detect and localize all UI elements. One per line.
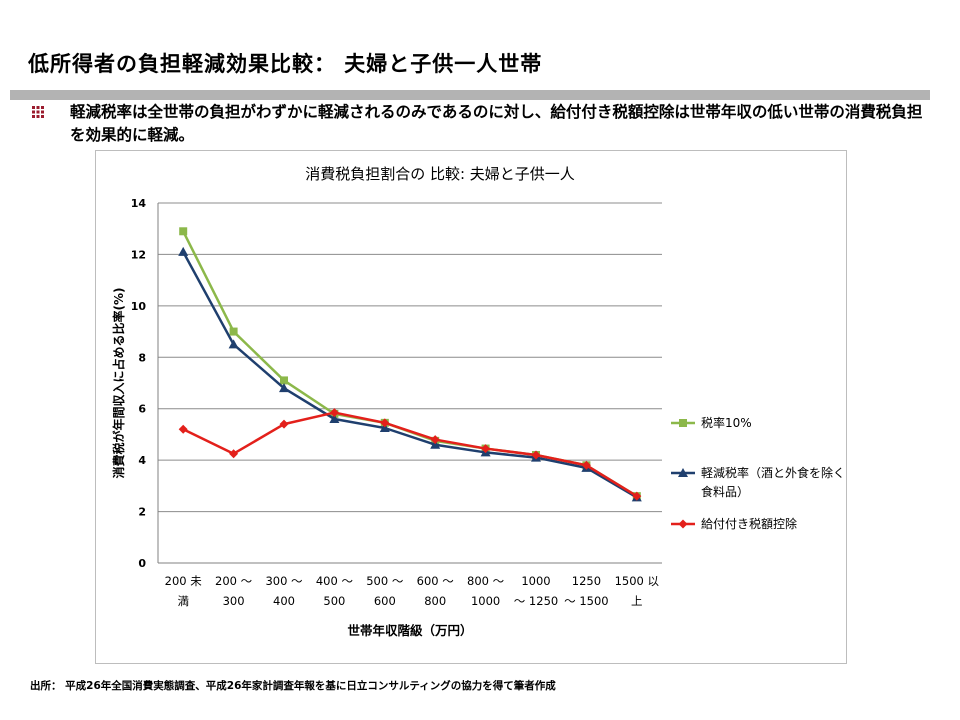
series-line-2 [182,251,638,499]
y-tick-label: 12 [131,248,146,261]
y-tick-label: 10 [131,300,147,313]
data-point [179,227,188,236]
data-point [632,491,642,501]
data-point [481,444,491,454]
legend-label: 税率10% [701,415,752,430]
legend-label: 給付付き税額控除 [701,516,797,531]
data-point [228,339,239,349]
x-tick-label: 200 〜 [215,574,253,588]
slide-title: 低所得者の負担軽減効果比較： 夫婦と子供一人世帯 [28,52,543,76]
legend-label: 軽減税率（酒と外食を除く [701,465,845,480]
x-tick-label: 300 〜 [265,574,303,588]
series-line-1 [182,230,638,498]
x-tick-label: 300 [223,594,245,608]
data-point [581,460,591,470]
x-axis-label: 世帯年収階級（万円） [347,623,472,638]
x-tick-label: 500 〜 [366,574,404,588]
x-tick-label: 200 未 [165,574,203,588]
data-point [178,246,189,256]
data-point [229,449,239,459]
bullet-text: 軽減税率は全世帯の負担がわずかに軽減されるのみであるのに対し、給付付き税額控除は… [70,103,923,144]
title-divider [10,90,930,100]
y-tick-label: 8 [138,351,146,364]
x-tick-label: 600 [374,594,396,608]
x-tick-label: 500 [323,594,345,608]
x-tick-label: 1250 [572,574,601,588]
x-tick-label: 上 [631,594,643,608]
x-tick-label: 1000 [521,574,550,588]
legend-marker [678,519,688,529]
y-tick-label: 4 [138,454,146,467]
data-point [329,414,340,423]
x-tick-label: 1500 以 [615,574,660,588]
line-chart: 消費税負担割合の 比較: 夫婦と子供一人 0 2 4 6 8 10 12 14 200 未満 200… [111,165,845,638]
y-tick-label: 0 [138,557,146,570]
x-tick-label: 〜 1500 [564,594,608,608]
chart-frame: 消費税負担割合の 比較: 夫婦と子供一人 0 2 4 6 8 10 12 14 200 未満 200… [95,150,847,664]
x-tick-label: 満 [177,594,189,608]
legend-marker [679,419,687,427]
x-tick-label: 600 〜 [417,574,455,588]
data-point [379,423,390,432]
grid-bullet-icon [32,106,44,118]
x-tick-label: 800 〜 [467,574,505,588]
data-point [229,327,238,336]
y-tick-label: 2 [138,506,146,519]
data-point [531,450,541,460]
x-tick-label: 〜 1250 [514,594,558,608]
y-axis-label: 消費税が年間収入に占める比率(%) [111,288,126,479]
data-point [280,376,288,385]
x-tick-label: 1000 [471,594,500,608]
legend-marker [678,468,688,477]
y-tick-label: 6 [138,403,146,416]
data-point [279,383,289,393]
x-tick-label: 400 [273,594,295,608]
data-point [430,435,440,445]
data-point [329,408,339,418]
data-point [380,418,390,428]
data-point [178,424,188,434]
source-note: 出所： 平成26年全国消費実態調査、平成26年家計調査年報を基に日立コンサルティ… [30,680,556,692]
data-point [430,439,441,449]
x-tick-label: 800 [424,594,446,608]
y-tick-label: 14 [131,197,147,210]
series-line-3 [182,411,638,498]
x-tick-label: 400 〜 [316,574,354,588]
chart-title: 消費税負担割合の 比較: 夫婦と子供一人 [305,165,575,183]
legend-label: 食料品） [701,484,749,499]
data-point [279,419,289,429]
